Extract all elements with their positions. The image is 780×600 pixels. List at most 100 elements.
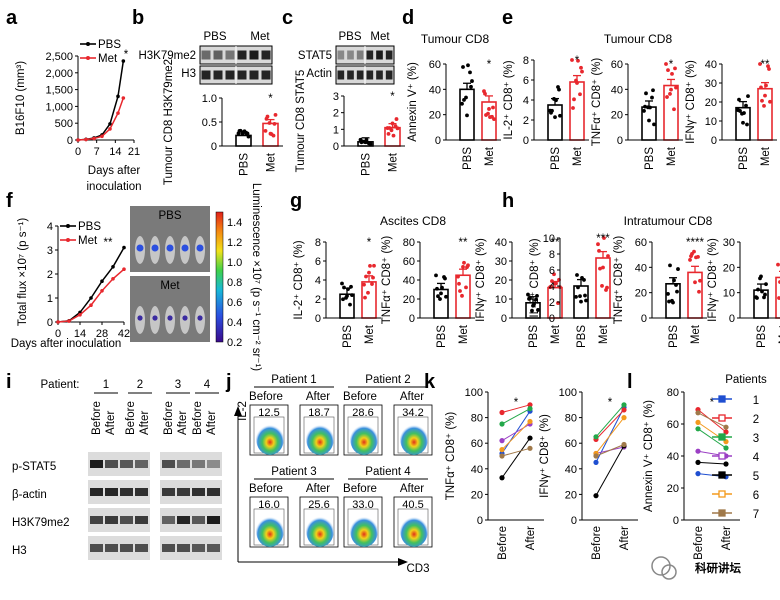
panel-g1-point [370,282,374,286]
panel-b-point [272,121,277,126]
panel-l-legend-marker [718,490,726,498]
panel-e2-point [673,66,677,71]
panel-b-blot-h3k79-band [261,50,271,60]
panel-h3-point [755,296,759,300]
panel-g2-point [466,263,470,268]
panel-k2-line-patient-7 [595,444,625,457]
wechat-icon [661,564,677,580]
panel-l-significance: * [710,397,715,409]
panel-h2-point [671,300,675,305]
panel-k1-point [499,421,505,427]
panel-j-percentage: 12.5 [258,407,279,419]
panel-i-patient-number: 2 [137,379,143,391]
panel-d-point [488,115,492,119]
panel-g1-point [366,290,370,295]
panel-a-y-tick-label: 2,500 [45,51,73,63]
panel-l-legend-marker [718,395,726,403]
panel-a-y-tick-label: 2,000 [45,68,73,80]
panel-d-point [487,107,491,111]
panel-i-patient-label: Patient: [41,379,80,391]
panel-i-band [177,460,190,468]
panel-g2-y-tick-label: 40 [403,275,415,287]
panel-i-band [192,488,205,496]
panel-b-blot-h3-band [213,70,223,80]
panel-h1-y-tick-label: 8 [549,249,555,261]
panel-e1-point [576,58,580,63]
panel-b-point [263,128,268,133]
panel-k1-line-patient-3 [501,408,531,425]
panel-e2-point [651,88,655,93]
panel-c-blot-label: Actin [306,68,332,80]
panel-g2-point [462,260,466,265]
panel-h1-x-label: Met [598,324,610,344]
panel-g2-point [438,297,442,301]
panel-h3-point [756,287,760,292]
panel-c-point [360,139,365,144]
panel-i-row-label: p-STAT5 [12,461,56,473]
panel-f-colorbar [215,211,224,343]
panel-c-blot-stat5-band [356,50,364,60]
panel-j-density [256,515,284,547]
panel-i-group-label: After [177,411,189,435]
panel-e1-point [571,106,575,110]
panel-e1-point [572,97,576,102]
panel-f-point [122,245,126,250]
panel-b-point [246,134,251,139]
panel-a-point [121,59,126,63]
panel-i-band [90,460,103,468]
panel-k1-point [499,453,505,459]
panel-l-legend-label: 7 [753,509,759,521]
panel-e1-x-label: Met [572,146,584,166]
panel-label-b: b [132,7,144,29]
panel-k1-point [499,438,505,444]
panel-h2-point [666,292,670,296]
panel-h2-point [698,278,702,283]
panel-f-signal [196,244,204,252]
panel-b-point [242,129,247,134]
panel-i-band [135,460,148,468]
panel-i-band [90,544,103,552]
panel-l-legend-label: 1 [753,395,759,407]
panel-j-percentage: 16.0 [258,499,279,511]
panel-b-y-tick-label: 0.5 [202,117,217,129]
panel-g2-y-tick-label: 0 [409,313,415,325]
panel-g1-point [340,281,344,286]
panel-f-colorbar-tick: 0.4 [227,317,242,329]
panel-b-y-tick-label: 1.0 [202,93,217,105]
panel-k1-significance: * [514,397,519,409]
panel-l-legend-marker [718,471,726,479]
panel-h2-y-tick-label: 0 [641,313,647,325]
panel-e1-point [554,98,558,103]
panel-f-legend-label: PBS [78,221,101,233]
panel-f-point [111,277,115,281]
panel-j-after-label: After [306,483,330,495]
panel-i-band [207,488,220,496]
panel-h2-y-tick-label: 20 [635,288,647,300]
panel-h2-significance: **** [686,237,704,249]
panel-h3-point [777,296,780,300]
panel-g1-y-tick-label: 4 [315,275,321,287]
panel-b-blot-h3k79-band [213,50,223,60]
panel-g2-point [464,285,468,290]
panel-d-x-label: Met [484,146,496,166]
panel-f-point [100,279,104,284]
panel-d-x-label: PBS [462,147,474,170]
panel-b-x-label: Met [266,152,278,172]
panel-i-band [120,460,133,468]
panel-h1-significance: *** [596,233,610,245]
panel-d-point [469,84,473,89]
panel-h2-point [676,267,680,271]
panel-k1-y-tick-label: 40 [471,464,483,476]
panel-f-point [89,296,93,300]
panel-b-blot-h3-band [225,70,235,80]
panel-i-group-label: Before [125,401,137,435]
panel-b-point [245,131,250,136]
panel-e2-significance: * [669,59,674,71]
panel-e1-point [579,65,583,70]
panel-h1-point [575,273,579,277]
panel-j-percentage: 40.5 [402,499,423,511]
panel-i-patient-number: 3 [175,379,181,391]
panel-j-density [400,515,428,547]
panel-g2-point [439,291,443,296]
panel-f-x-tick-label: 42 [118,328,130,340]
